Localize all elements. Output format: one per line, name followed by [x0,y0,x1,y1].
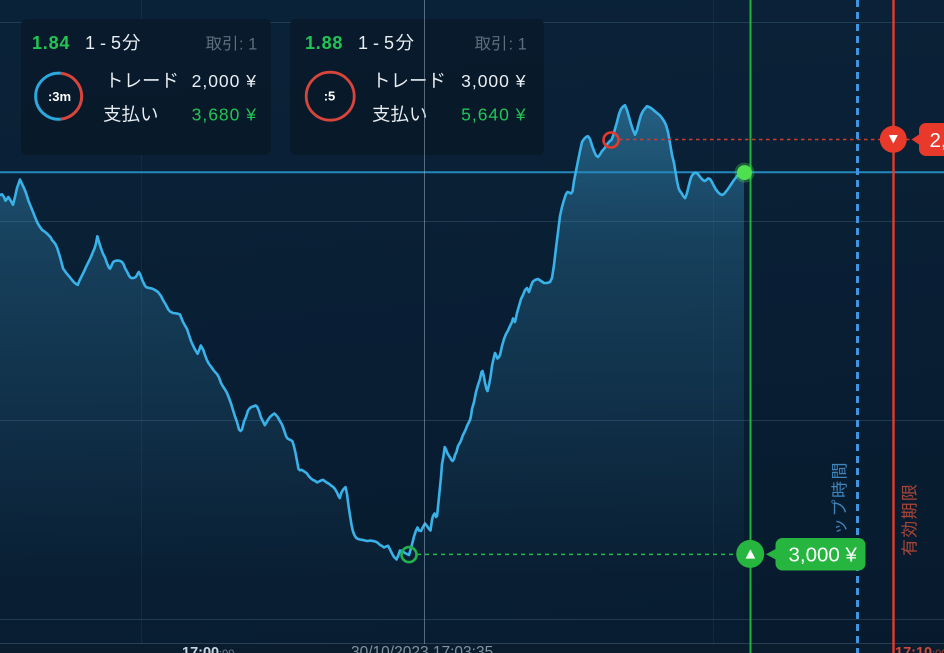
svg-text:3,000 ¥: 3,000 ¥ [461,71,526,91]
svg-text:1.84: 1.84 [32,33,70,53]
svg-text::3m: :3m [48,89,71,104]
svg-text:2,000 ¥: 2,000 ¥ [192,71,257,91]
svg-text:3,680 ¥: 3,680 ¥ [192,105,257,125]
svg-text:5,640 ¥: 5,640 ¥ [461,105,526,125]
svg-text:: 1: : 1 [239,35,257,53]
svg-text:1 - 5: 1 - 5 [358,33,394,53]
svg-text::5: :5 [324,89,336,104]
svg-text:: 1: : 1 [509,35,527,53]
svg-text:3,000 ¥: 3,000 ¥ [789,544,858,567]
svg-text:1.88: 1.88 [305,33,343,53]
svg-text:1 - 5: 1 - 5 [85,33,121,53]
svg-text:2,000: 2,000 [930,129,944,152]
